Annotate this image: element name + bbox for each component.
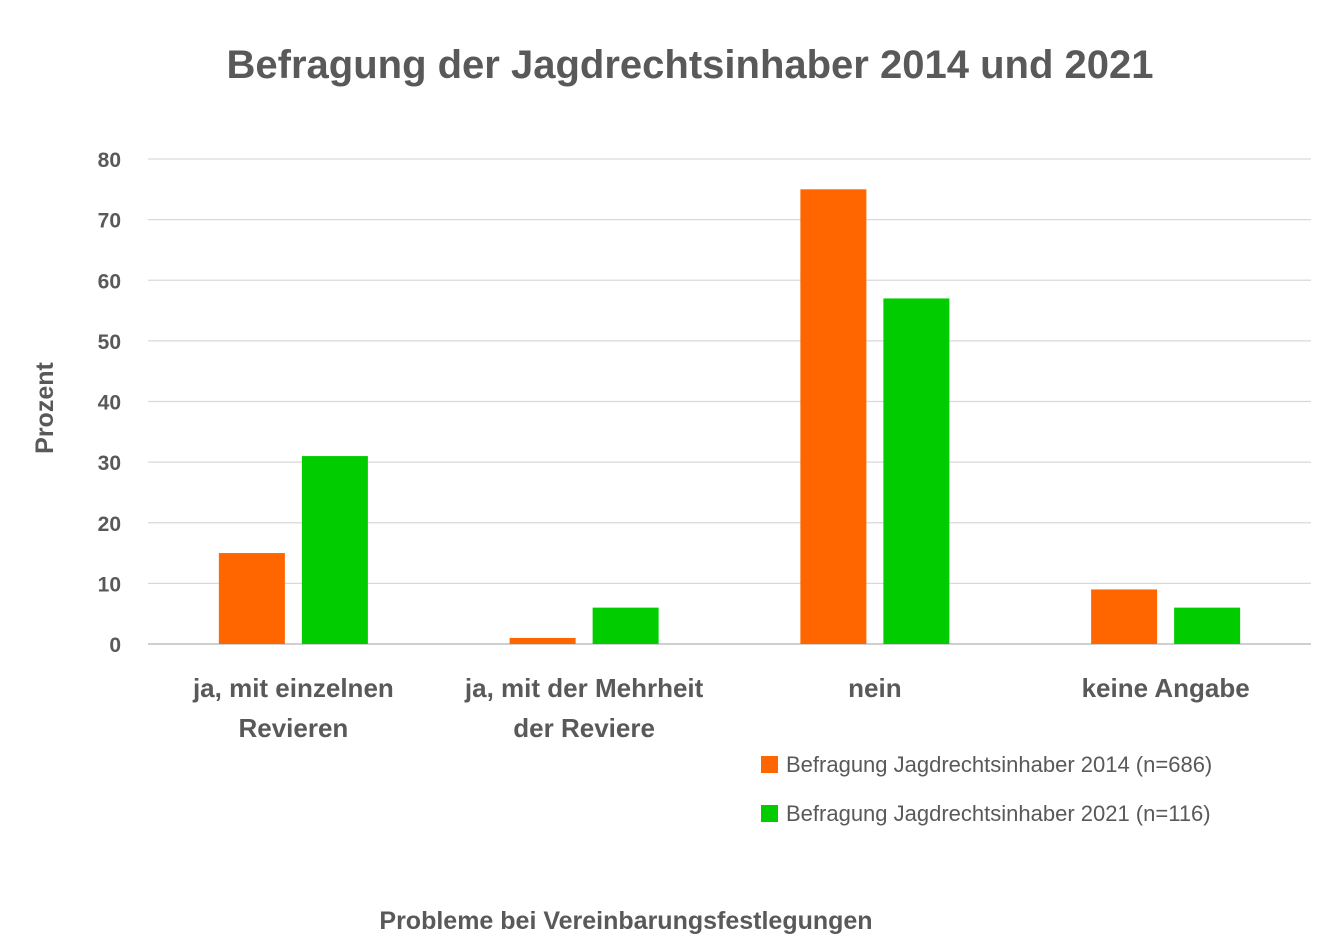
x-category-label: keine Angabe xyxy=(1082,673,1250,703)
bars xyxy=(218,189,1241,644)
y-tick-label: 70 xyxy=(98,210,121,233)
bar-series-1-category-2 xyxy=(509,637,576,644)
legend-swatch xyxy=(761,805,778,822)
bar-series-2-category-2 xyxy=(592,607,659,644)
legend-entry: Befragung Jagdrechtsinhaber 2014 (n=686) xyxy=(786,752,1212,777)
bar-series-2-category-1 xyxy=(301,456,368,644)
bar-series-2-category-3 xyxy=(883,298,950,644)
y-axis-ticks: 0 10 20 30 40 50 60 70 80 xyxy=(98,149,121,657)
y-tick-label: 10 xyxy=(98,573,121,596)
y-tick-label: 0 xyxy=(109,634,121,657)
bar-series-1-category-4 xyxy=(1091,589,1158,644)
bar-series-2-category-4 xyxy=(1174,607,1241,644)
x-category-label: der Reviere xyxy=(513,713,655,743)
y-tick-label: 80 xyxy=(98,149,121,172)
x-axis-label: Probleme bei Vereinbarungsfestlegungen xyxy=(379,907,872,935)
y-tick-label: 40 xyxy=(98,392,121,415)
chart-title: Befragung der Jagdrechtsinhaber 2014 und… xyxy=(227,43,1154,87)
legend-swatch xyxy=(761,756,778,773)
y-tick-label: 60 xyxy=(98,270,121,293)
y-tick-label: 50 xyxy=(98,331,121,354)
legend-entry: Befragung Jagdrechtsinhaber 2021 (n=116) xyxy=(786,801,1211,826)
y-tick-label: 20 xyxy=(98,513,121,536)
x-category-label: ja, mit einzelnen xyxy=(192,673,394,703)
x-category-label: ja, mit der Mehrheit xyxy=(464,673,704,703)
y-axis-label: Prozent xyxy=(31,361,59,453)
x-axis-categories: ja, mit einzelnen Revieren ja, mit der Meh… xyxy=(192,673,1250,743)
bar-series-1-category-1 xyxy=(218,553,285,644)
x-category-label: Revieren xyxy=(238,713,348,743)
bar-series-1-category-3 xyxy=(800,189,867,644)
x-category-label: nein xyxy=(848,673,901,703)
y-tick-label: 30 xyxy=(98,452,121,475)
legend: Befragung Jagdrechtsinhaber 2014 (n=686)… xyxy=(761,752,1212,826)
